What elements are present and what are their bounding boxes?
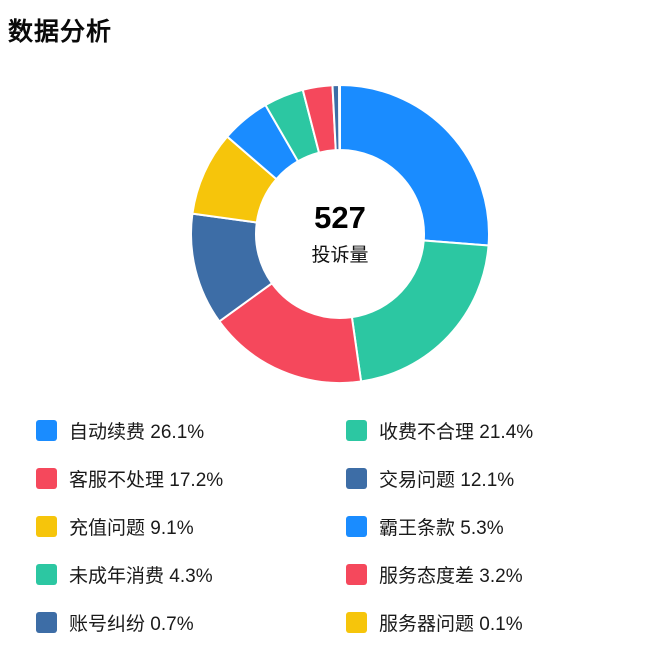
legend-label: 未成年消费 4.3% xyxy=(69,566,213,587)
legend-swatch xyxy=(346,516,367,537)
legend-item-1[interactable]: 自动续费 26.1% xyxy=(36,420,346,443)
legend-item-2[interactable]: 收费不合理 21.4% xyxy=(346,420,656,443)
legend-item-8[interactable]: 服务态度差 3.2% xyxy=(346,564,656,587)
legend-swatch xyxy=(346,564,367,585)
donut-chart-svg xyxy=(190,84,490,384)
legend-swatch xyxy=(36,612,57,633)
legend-swatch xyxy=(36,516,57,537)
legend-label: 服务器问题 0.1% xyxy=(379,614,523,635)
legend-label: 充值问题 9.1% xyxy=(69,518,194,539)
legend-label: 霸王条款 5.3% xyxy=(379,518,504,539)
chart-legend: 自动续费 26.1% 收费不合理 21.4% 客服不处理 17.2% 交易问题 12.… xyxy=(36,420,656,635)
legend-item-3[interactable]: 客服不处理 17.2% xyxy=(36,468,346,491)
pie-slice-2[interactable] xyxy=(350,239,490,383)
legend-item-9[interactable]: 账号纠纷 0.7% xyxy=(36,612,346,635)
donut-chart: 527 投诉量 xyxy=(190,84,490,384)
legend-item-5[interactable]: 充值问题 9.1% xyxy=(36,516,346,539)
legend-label: 服务态度差 3.2% xyxy=(379,566,523,587)
legend-label: 账号纠纷 0.7% xyxy=(69,614,194,635)
legend-label: 客服不处理 17.2% xyxy=(69,470,224,491)
legend-label: 收费不合理 21.4% xyxy=(379,422,534,443)
legend-swatch xyxy=(36,564,57,585)
legend-label: 自动续费 26.1% xyxy=(69,422,205,443)
legend-item-7[interactable]: 未成年消费 4.3% xyxy=(36,564,346,587)
legend-label: 交易问题 12.1% xyxy=(379,470,515,491)
pie-slice-10[interactable] xyxy=(338,84,341,152)
legend-item-10[interactable]: 服务器问题 0.1% xyxy=(346,612,656,635)
legend-item-6[interactable]: 霸王条款 5.3% xyxy=(346,516,656,539)
page-title: 数据分析 xyxy=(8,18,113,46)
legend-swatch xyxy=(346,420,367,441)
pie-slice-1[interactable] xyxy=(339,84,490,247)
legend-swatch xyxy=(36,468,57,489)
legend-item-4[interactable]: 交易问题 12.1% xyxy=(346,468,656,491)
legend-swatch xyxy=(36,420,57,441)
legend-swatch xyxy=(346,612,367,633)
legend-swatch xyxy=(346,468,367,489)
